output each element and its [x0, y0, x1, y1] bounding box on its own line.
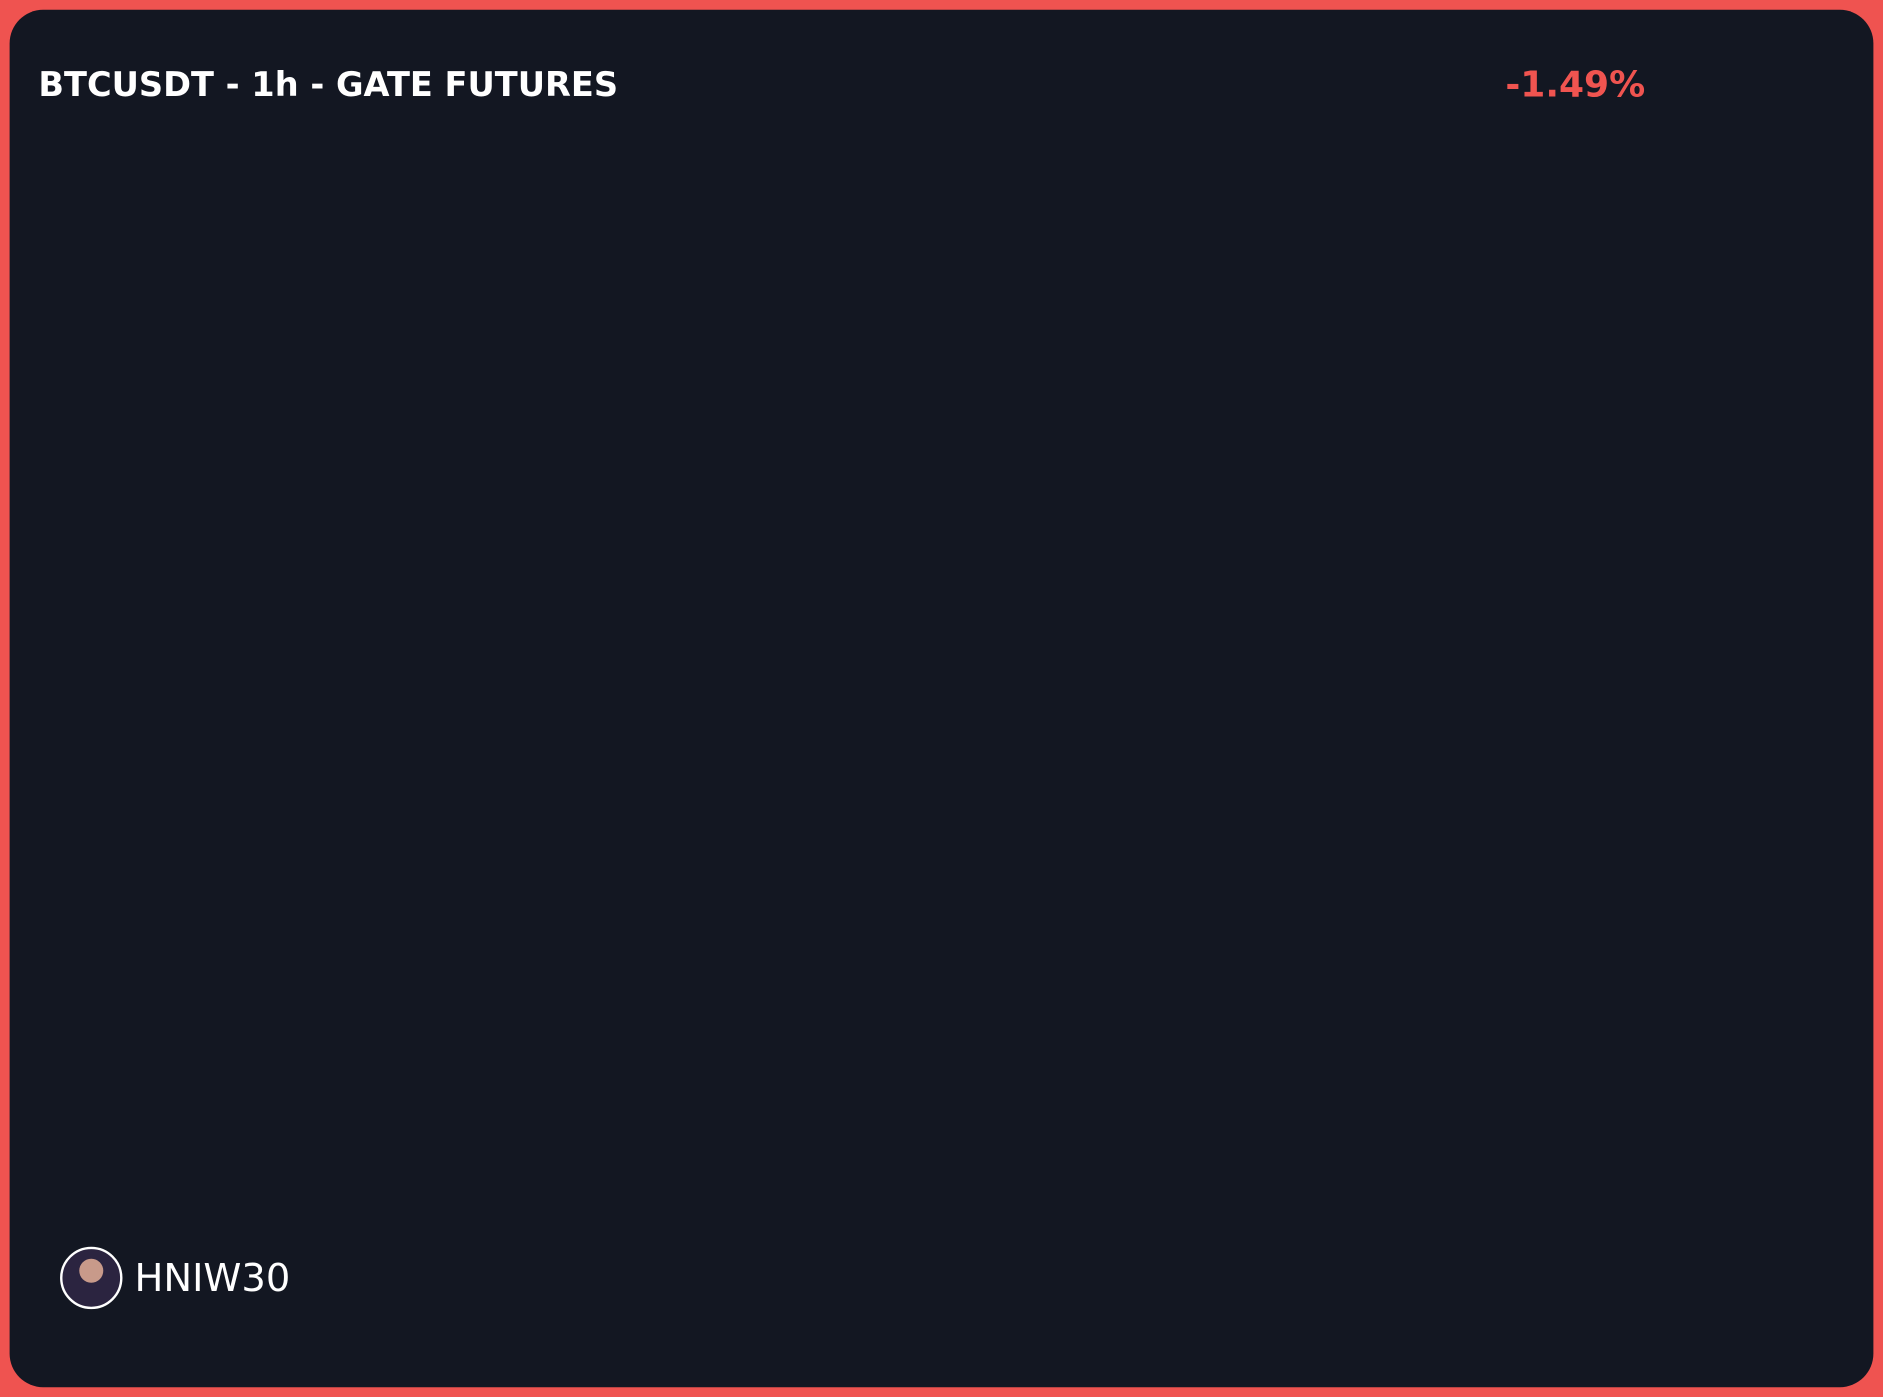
watermark: HNIW30	[135, 1256, 291, 1301]
chart-title: BTCUSDT - 1h - GATE FUTURES	[38, 65, 618, 104]
avatar-face	[79, 1258, 104, 1283]
change: -1.49%	[1505, 65, 1645, 106]
background	[9, 9, 1874, 1388]
